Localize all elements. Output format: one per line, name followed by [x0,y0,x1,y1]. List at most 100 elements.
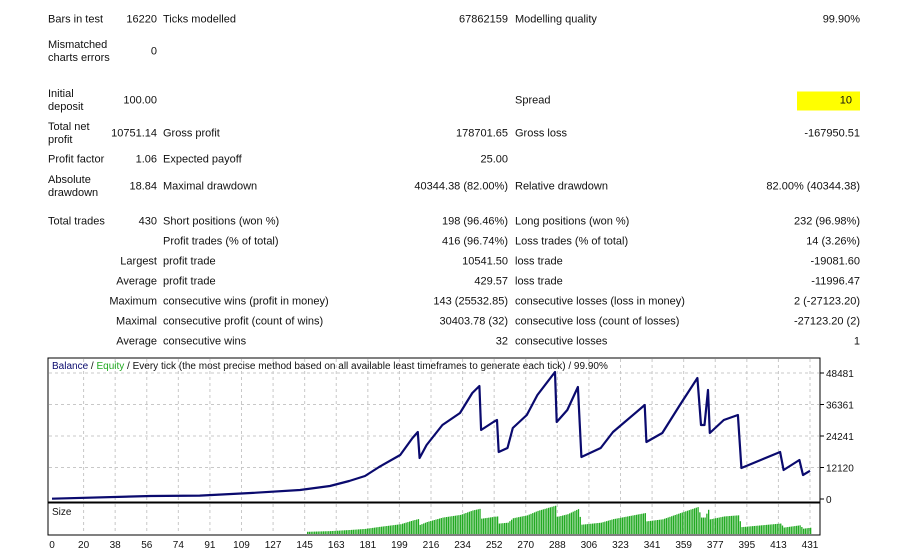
size-bar [804,528,807,534]
size-bar [597,523,599,534]
size-bar [750,526,752,534]
size-bar [363,529,365,534]
size-bar [452,515,455,534]
size-bar [653,520,655,534]
size-bar [498,523,501,534]
size-bar [623,517,625,534]
size-bar [649,520,652,534]
size-bar [511,519,513,534]
field-label-2: Spread [515,94,551,107]
field-value-2: 232 (96.98%) [793,215,860,228]
size-bar [625,516,627,534]
size-bar [315,531,318,534]
size-bar [361,529,363,534]
size-bar [423,523,425,534]
field-label-2: Long positions (won %) [515,215,630,228]
size-bar [435,519,437,534]
legend-balance: Balance [52,361,89,372]
field-value: 40344.38 (82.00%) [414,180,508,193]
size-bar [451,516,453,534]
size-bar [502,523,504,534]
size-bar [442,517,444,534]
size-bars [307,505,812,534]
row-label: Total trades [48,215,105,228]
size-bar [641,513,643,534]
size-bar [365,528,367,534]
x-tick-label: 377 [707,540,724,551]
size-bar [569,513,571,534]
field-value-2: 1 [853,335,860,348]
size-bar [725,516,727,534]
x-tick-label: 109 [233,540,250,551]
size-bar [370,528,372,534]
size-bar [678,513,680,534]
size-bar [632,515,634,534]
size-bar [377,527,379,534]
size-bar [718,517,720,534]
x-tick-label: 38 [110,540,122,551]
size-bar [695,507,697,534]
size-bar [486,517,488,534]
size-bar [526,515,529,534]
legend-separator: / [88,361,96,372]
size-bar [774,524,777,534]
row-label: Mismatched charts errors [48,39,110,64]
size-bar [319,531,321,534]
field-value-2: -27123.20 (2) [793,315,860,328]
size-bar [474,510,476,534]
size-bar [787,527,789,534]
field-label: Profit trades (% of total) [163,235,279,248]
size-bar [523,516,525,534]
size-bar [335,530,337,534]
size-bar [656,519,659,534]
size-bar [600,522,603,534]
size-bar [801,526,803,534]
field-value-2: 14 (3.26%) [806,235,860,248]
chart-legend: Balance / Equity / Every tick (the most … [52,361,608,372]
row-label: Absolute drawdown [48,174,99,199]
size-bar [732,515,734,534]
x-tick-label: 56 [141,540,153,551]
size-bar [679,513,682,534]
size-bar [598,522,601,534]
size-bar [458,515,460,534]
size-bar [518,517,520,534]
size-bar [454,515,457,534]
size-bar [373,527,376,534]
size-bar [781,525,784,534]
size-bar [394,524,397,534]
size-bar [802,528,805,534]
size-bar [751,526,754,534]
x-tick-label: 413 [770,540,787,551]
field-label: Expected payoff [163,153,242,166]
size-bar [604,521,606,534]
size-bar [350,529,353,534]
size-bar [321,531,323,534]
size-bar [366,528,369,534]
size-bar [591,523,594,534]
size-bar [702,517,705,534]
size-bar [664,518,666,534]
size-bar [562,515,564,534]
size-bar [769,524,771,534]
field-value-2: 99.90% [822,13,860,26]
field-value: 32 [495,335,508,348]
size-bar [496,516,499,534]
size-bar [349,529,351,534]
size-bar [477,509,479,534]
size-bar [667,517,669,534]
size-bar [579,516,581,534]
size-bar [700,517,703,534]
size-bar [345,530,348,534]
size-bar [475,509,478,534]
size-bar [537,510,539,534]
size-bar [637,514,639,534]
balance-line [51,370,811,500]
x-tick-label: 145 [296,540,313,551]
x-tick-label: 341 [644,540,661,551]
field-label: profit trade [163,255,216,268]
size-bar [307,531,309,534]
size-bar [540,509,543,534]
row-value: 1.06 [135,153,157,166]
size-bar [314,531,316,534]
